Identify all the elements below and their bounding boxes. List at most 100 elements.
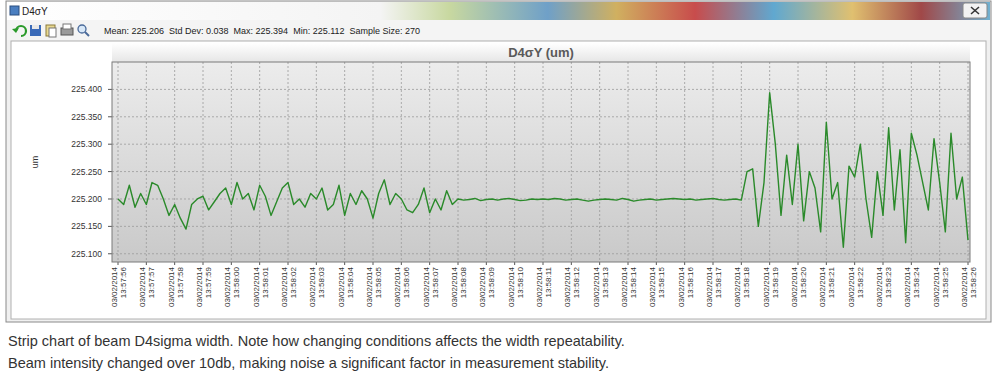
grid-line (883, 62, 884, 262)
x-tick-label: 03/02/201413:58:16 (677, 266, 695, 307)
x-tick-label-line: 03/02/2014 (648, 266, 657, 307)
x-tick-label: 03/02/201413:58:17 (705, 266, 723, 307)
x-tick-label: 03/02/201413:58:15 (648, 266, 666, 307)
grid-line (911, 62, 912, 262)
copy-detail (49, 28, 56, 37)
close-button[interactable] (963, 3, 987, 18)
x-tick-label-line: 03/02/2014 (167, 266, 176, 307)
x-tick-label-line: 03/02/2014 (563, 266, 572, 307)
zoom-button[interactable] (78, 25, 86, 33)
grid-line (118, 62, 119, 262)
x-tick-label-line: 03/02/2014 (733, 266, 742, 307)
x-tick-label-line: 13:58:10 (516, 266, 525, 298)
print-detail (63, 24, 71, 29)
x-tick-label-line: 03/02/2014 (450, 266, 459, 307)
x-tick-label: 03/02/201413:58:03 (308, 266, 326, 307)
y-tick (108, 198, 112, 199)
y-tick-label: 225.150 (71, 221, 102, 231)
x-tick-label: 03/02/201413:58:24 (903, 266, 921, 307)
x-tick-label-line: 13:58:07 (431, 266, 440, 298)
x-tick-label-line: 13:58:16 (686, 266, 695, 298)
y-tick (108, 89, 112, 90)
grid-line (112, 253, 970, 254)
x-tick-label-line: 13:58:02 (289, 266, 298, 298)
x-tick-label: 03/02/201413:58:18 (733, 266, 751, 307)
x-tick-label: 03/02/201413:58:02 (280, 266, 298, 307)
x-tick-label-line: 03/02/2014 (110, 266, 119, 307)
x-tick-label-line: 03/02/2014 (762, 266, 771, 307)
grid-line (854, 62, 855, 262)
x-tick-label-line: 03/02/2014 (620, 266, 629, 307)
grid-line (373, 62, 374, 262)
x-tick-label: 03/02/201413:58:06 (393, 266, 411, 307)
x-tick-label: 03/02/201413:58:12 (563, 266, 581, 307)
x-tick-label-line: 13:58:17 (714, 266, 723, 298)
grid-line (401, 62, 402, 262)
grid-line (259, 62, 260, 262)
stat-text: Sample Size: 270 (350, 26, 421, 36)
data-group (118, 93, 968, 248)
x-tick-label-line: 13:58:18 (742, 266, 751, 298)
x-tick-label-line: 13:57:59 (204, 266, 213, 298)
x-tick-label-line: 13:58:22 (856, 266, 865, 298)
caption-line: Beam intensity changed over 10db, making… (8, 355, 609, 371)
x-tick-label-line: 13:58:25 (941, 266, 950, 298)
grid-line (344, 62, 345, 262)
x-tick-label: 03/02/201413:58:25 (932, 266, 950, 307)
stat-text: Std Dev: 0.038 (169, 26, 229, 36)
x-tick-label-line: 13:58:23 (884, 266, 893, 298)
y-tick-label: 225.200 (71, 194, 102, 204)
x-tick-label: 03/02/201413:58:19 (762, 266, 780, 307)
toolbar (7, 20, 990, 40)
x-tick-label-line: 03/02/2014 (932, 266, 941, 307)
x-tick-label: 03/02/201413:58:05 (365, 266, 383, 307)
title-bar (7, 2, 990, 20)
x-tick-label-line: 03/02/2014 (535, 266, 544, 307)
x-tick-label-line: 03/02/2014 (507, 266, 516, 307)
x-tick-label-line: 13:57:58 (176, 266, 185, 298)
grid-line (798, 62, 799, 262)
x-tick-label-line: 13:58:19 (771, 266, 780, 298)
copy-button[interactable] (46, 25, 55, 36)
save-button[interactable] (30, 25, 41, 36)
y-tick-label: 225.350 (71, 112, 102, 122)
x-tick-label-line: 03/02/2014 (308, 266, 317, 307)
y-tick-label: 225.250 (71, 167, 102, 177)
y-tick (108, 144, 112, 145)
grid-line (939, 62, 940, 262)
plot-frame (112, 62, 970, 262)
x-tick-label-line: 03/02/2014 (790, 266, 799, 307)
x-tick-label-line: 13:58:11 (544, 266, 553, 297)
grid-line (684, 62, 685, 262)
x-tick-label-line: 03/02/2014 (847, 266, 856, 307)
x-tick-label-line: 13:58:01 (261, 266, 270, 298)
y-tick-label: 225.400 (71, 84, 102, 94)
x-tick-label-line: 03/02/2014 (478, 266, 487, 307)
plot-background (112, 62, 970, 262)
x-tick-label: 03/02/201413:58:21 (818, 266, 836, 307)
grid-line (316, 62, 317, 262)
x-tick-label-line: 13:58:06 (402, 266, 411, 298)
x-tick-label-line: 03/02/2014 (818, 266, 827, 307)
x-tick-label-line: 13:58:09 (487, 266, 496, 298)
save-detail (32, 25, 39, 29)
grid-line (429, 62, 430, 262)
refresh-button[interactable] (16, 26, 26, 36)
grid-line (713, 62, 714, 262)
x-tick-label: 03/02/201413:58:22 (847, 266, 865, 307)
x-tick-label: 03/02/201413:58:09 (478, 266, 496, 307)
stat-text: Mean: 225.206 (104, 26, 164, 36)
x-tick-label-line: 13:58:21 (827, 266, 836, 298)
x-tick-label-line: 13:57:57 (147, 266, 156, 298)
x-tick-label: 03/02/201413:58:01 (252, 266, 270, 307)
x-tick-label: 03/02/201413:58:07 (422, 266, 440, 307)
y-tick-label: 225.300 (71, 139, 102, 149)
title-band (112, 43, 970, 62)
x-tick-label-line: 03/02/2014 (365, 266, 374, 307)
close-icon (971, 7, 979, 14)
x-tick-label: 03/02/201413:58:26 (960, 266, 978, 307)
x-tick-label: 03/02/201413:57:59 (195, 266, 213, 307)
page: D4σYMean: 225.206Std Dev: 0.038Max: 225.… (0, 0, 1000, 389)
grid-line (112, 116, 970, 117)
grid-line (571, 62, 572, 262)
